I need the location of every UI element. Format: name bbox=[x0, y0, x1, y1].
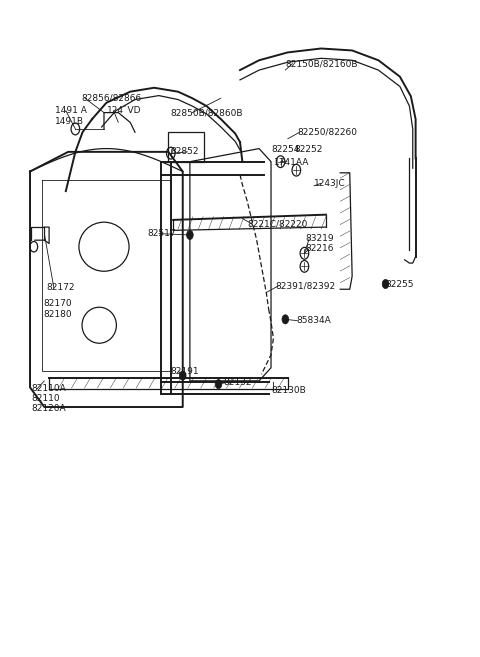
Text: 82172: 82172 bbox=[47, 283, 75, 292]
Text: 82110A: 82110A bbox=[31, 384, 66, 393]
Text: 1741AA: 1741AA bbox=[275, 158, 310, 168]
Text: 82191: 82191 bbox=[171, 367, 199, 376]
Text: 82130B: 82130B bbox=[271, 386, 306, 395]
Text: 1243JC: 1243JC bbox=[314, 179, 346, 188]
Text: 124`VD: 124`VD bbox=[108, 106, 142, 115]
Text: 82150B/82160B: 82150B/82160B bbox=[285, 59, 358, 68]
Circle shape bbox=[382, 279, 389, 288]
Text: 82110: 82110 bbox=[31, 394, 60, 403]
Text: 82852: 82852 bbox=[171, 147, 199, 156]
Text: 82517: 82517 bbox=[147, 229, 176, 238]
Circle shape bbox=[180, 371, 186, 380]
Text: 82120A: 82120A bbox=[31, 404, 66, 413]
Text: 82850B/82860B: 82850B/82860B bbox=[171, 108, 243, 117]
Text: 82216: 82216 bbox=[305, 244, 334, 253]
Text: 1491B: 1491B bbox=[55, 116, 84, 125]
Text: 83219: 83219 bbox=[305, 235, 334, 243]
Text: 82170: 82170 bbox=[43, 299, 72, 308]
Circle shape bbox=[187, 231, 193, 240]
Text: 82250/82260: 82250/82260 bbox=[297, 127, 357, 137]
Text: 82255: 82255 bbox=[385, 279, 414, 288]
Circle shape bbox=[282, 315, 288, 324]
Text: 85834A: 85834A bbox=[296, 316, 331, 325]
Text: 1491 A: 1491 A bbox=[55, 106, 87, 115]
Circle shape bbox=[215, 380, 222, 389]
Text: 82391/82392: 82391/82392 bbox=[276, 281, 336, 290]
Text: 82254: 82254 bbox=[271, 145, 300, 154]
Text: 82252: 82252 bbox=[294, 145, 322, 154]
Text: 82180: 82180 bbox=[43, 309, 72, 319]
Text: 8221C/82220: 8221C/82220 bbox=[247, 219, 308, 229]
Text: 82856/82866: 82856/82866 bbox=[82, 94, 142, 102]
Text: 82132: 82132 bbox=[223, 378, 252, 387]
